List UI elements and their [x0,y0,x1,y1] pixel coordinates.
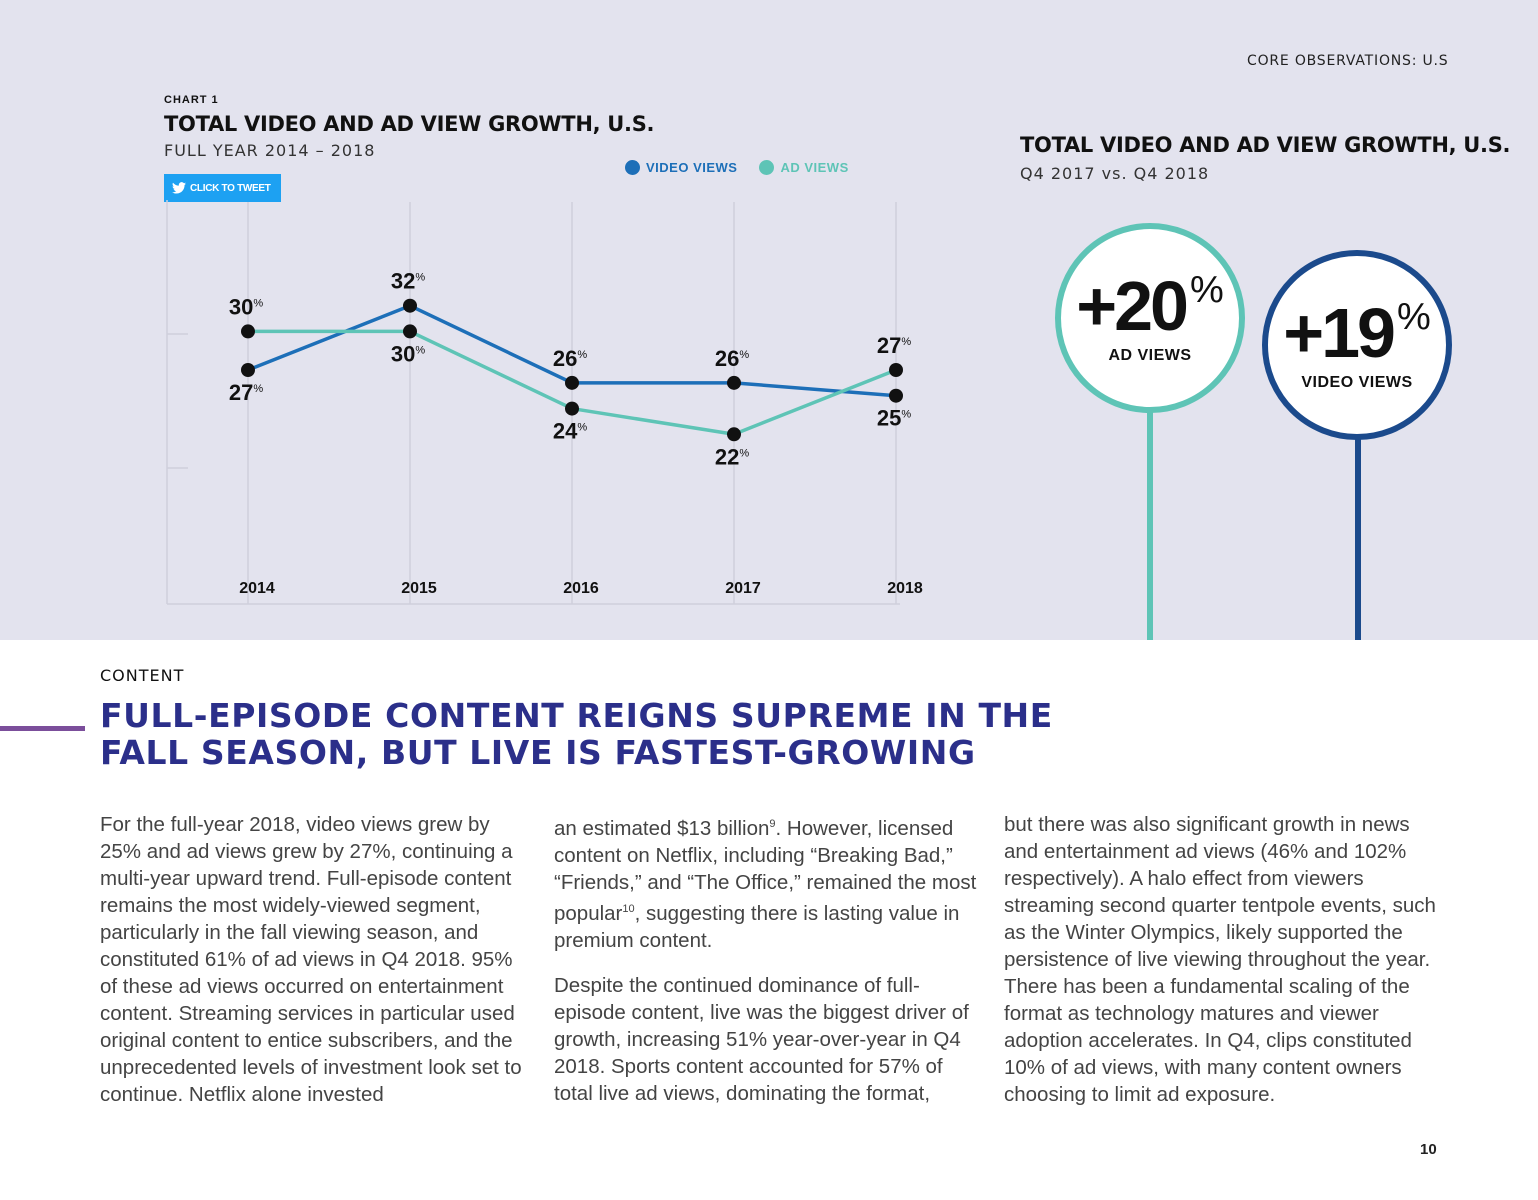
footnote-ref: 9 [769,818,776,830]
legend-label-ad: AD VIEWS [780,160,849,175]
body-paragraph: Despite the continued dominance of full-… [554,973,969,1105]
body-paragraph: an estimated $13 billion9. However, lice… [554,811,979,954]
video-views-point [727,375,741,390]
chart-legend: VIDEO VIEWS AD VIEWS [625,160,849,175]
video-views-stat-value: +19% [1283,298,1431,368]
video-views-stat-circle: +19% VIDEO VIEWS [1262,250,1452,440]
x-tick-label: 2016 [563,580,599,597]
video-views-point [403,298,417,313]
content-kicker: CONTENT [100,666,185,685]
ad-views-stem [1147,408,1153,640]
headline: FULL-EPISODE CONTENT REIGNS SUPREME IN T… [100,697,1100,771]
section-label: CORE OBSERVATIONS: U.S [1247,53,1449,69]
video-views-point [241,363,255,377]
video-views-stat-label: VIDEO VIEWS [1301,374,1413,391]
footnote-ref: 10 [622,902,635,915]
video-views-data-label: 32% [391,269,425,294]
legend-swatch-ad [759,160,775,175]
ad-views-stat-circle: +20% AD VIEWS [1055,223,1245,413]
video-views-point [565,375,579,390]
page-number: 10 [1420,1141,1437,1158]
body-column-3: but there was also significant growth in… [1004,811,1444,1126]
ad-views-stat-unit: % [1189,269,1224,311]
legend-item-video: VIDEO VIEWS [625,160,737,175]
chart-number: CHART 1 [164,94,219,106]
legend-item-ad: AD VIEWS [759,160,848,175]
video-views-point [889,388,903,403]
body-text: . However, licensed content on Netflix, … [554,816,977,925]
video-views-data-label: 26% [553,346,587,371]
ad-views-data-label: 22% [715,444,749,469]
body-column-1: For the full-year 2018, video views grew… [100,811,530,1126]
ad-views-point [241,324,255,339]
ad-views-stat-number: +20 [1076,267,1189,345]
video-views-stem [1355,434,1361,640]
ad-views-point [565,401,579,416]
ad-views-point [727,427,741,442]
ad-views-data-label: 30% [229,294,263,319]
ad-views-point [403,324,417,339]
chart-subtitle: FULL YEAR 2014 – 2018 [164,141,376,160]
ad-views-stat-value: +20% [1076,271,1224,341]
ad-views-data-label: 24% [553,419,587,444]
legend-label-video: VIDEO VIEWS [646,160,738,175]
ad-views-data-label: 27% [877,333,911,358]
twitter-bird-icon [172,182,186,194]
stats-subtitle: Q4 2017 vs. Q4 2018 [1020,164,1210,183]
chart-title: TOTAL VIDEO AND AD VIEW GROWTH, U.S. [164,112,655,136]
ad-views-data-label: 30% [391,341,425,366]
body-paragraph: but there was also significant growth in… [1004,813,1436,1106]
x-tick-label: 2015 [401,580,437,597]
stats-title: TOTAL VIDEO AND AD VIEW GROWTH, U.S. [1020,133,1511,157]
body-column-2: an estimated $13 billion9. However, lice… [554,811,979,1125]
body-text: , suggesting there is lasting value in p… [554,901,960,952]
legend-swatch-video [625,160,640,175]
accent-bar [0,726,85,731]
video-views-data-label: 25% [877,406,911,431]
body-text: an estimated $13 billion [554,816,770,840]
click-to-tweet-button[interactable]: CLICK TO TWEET [164,174,281,202]
x-tick-label: 2017 [725,580,761,597]
x-tick-label: 2018 [887,580,923,597]
ad-views-stat-label: AD VIEWS [1108,347,1192,364]
body-paragraph: For the full-year 2018, video views grew… [100,813,522,1106]
video-views-stat-unit: % [1396,296,1431,338]
headline-line-1: FULL-EPISODE CONTENT REIGNS SUPREME IN T… [100,696,1053,735]
headline-line-2: FALL SEASON, BUT LIVE IS FASTEST-GROWING [100,733,976,772]
ad-views-point [889,363,903,377]
video-views-data-label: 26% [715,346,749,371]
video-views-data-label: 27% [229,380,263,405]
x-tick-label: 2014 [239,580,275,597]
line-chart: 2014 2015 2016 2017 2018 27% 32% 26% 26% 25% 30% 30… [166,200,923,605]
video-views-stat-number: +19 [1283,294,1396,372]
click-to-tweet-label: CLICK TO TWEET [190,182,271,194]
